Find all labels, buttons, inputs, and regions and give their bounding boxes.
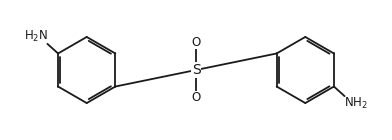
Text: O: O xyxy=(191,36,201,49)
Text: S: S xyxy=(192,63,200,77)
Text: NH$_2$: NH$_2$ xyxy=(345,96,368,111)
Text: O: O xyxy=(191,91,201,104)
Text: H$_2$N: H$_2$N xyxy=(24,29,48,44)
